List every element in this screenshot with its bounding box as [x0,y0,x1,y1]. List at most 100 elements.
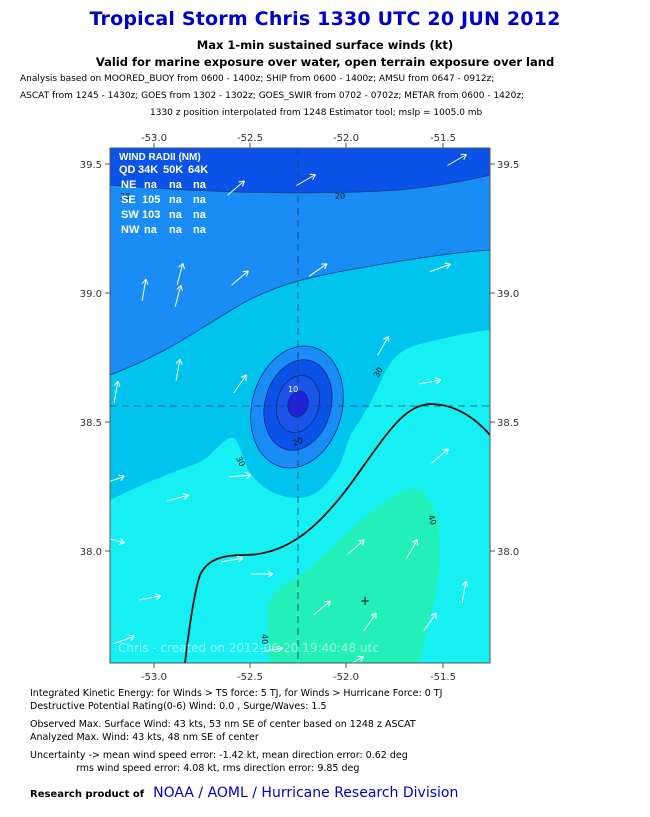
wind-arrow-shaft [344,656,364,663]
wind-arrow-shaft [113,635,135,645]
max-wind-marker: + [360,594,370,608]
wind-arrow-head [309,173,316,180]
wind-arrow-head [444,262,451,270]
wind-arrow-head [267,570,274,578]
wind-arrow-shaft [447,154,467,166]
wind-arrow [406,539,419,559]
wind-arrow-shaft [139,595,161,601]
wind-arrow-head [178,263,185,270]
wind-arrow-shaft [296,174,316,186]
wind-arrow [308,263,328,277]
contour-line-20kt [110,174,490,194]
wind-arrow [227,180,245,196]
lat-tick-right: 39.0 [497,289,519,300]
wind-arrow [313,600,331,616]
wind-arrow-head [370,612,377,619]
wind-arrow-head [141,278,149,285]
wind-radii-34k: na [144,224,158,236]
wind-arrow-shaft [261,647,283,653]
wind-radii-panel: WIND RADII (NM) QD 34K 50K 64K NE na na … [119,152,208,236]
wind-arrow [363,612,377,632]
wind-radii-50k: na [169,209,183,221]
wind-radii-34k: na [144,179,158,191]
contour-label: 30 [372,366,385,379]
lat-tick-left: 38.5 [80,418,102,429]
wind-radii-header-34k: 34K [138,164,158,176]
wind-arrow [113,634,135,645]
wind-radii-quadrant: NW [121,224,140,236]
wind-radii-64k: na [193,224,207,236]
wind-arrow-head [238,180,245,187]
lon-tick-top: -52.5 [237,133,263,144]
lon-tick-top: -53.0 [141,133,167,144]
wind-arrow-head [155,593,162,601]
wind-radii-34k: 103 [142,209,160,221]
wind-arrow-shaft [461,581,467,603]
wind-arrow [251,570,274,578]
lat-tick-right: 38.5 [497,418,519,429]
subtitle-exposure: Valid for marine exposure over water, op… [95,55,555,69]
wind-arrow-head [324,600,331,607]
wind-arrow [167,493,189,502]
wind-arrow-shaft [363,612,377,632]
wind-arrow-shaft [113,381,119,403]
wind-radii-header-64k: 64K [188,164,208,176]
chart-title: Tropical Storm Chris 1330 UTC 20 JUN 201… [89,8,561,30]
analysis-line-2: ASCAT from 1245 - 1430z; GOES from 1302 … [20,91,525,101]
lon-tick-bottom: -53.0 [141,672,167,683]
wind-arrow-shaft [419,379,441,385]
wind-arrow-head [358,539,365,546]
footer-org-link[interactable]: NOAA / AOML / Hurricane Research Divisio… [153,785,459,801]
wind-arrow [261,645,284,653]
lon-tick-top: -52.0 [333,133,359,144]
wind-radii-quadrant: SW [121,209,139,221]
contour-label: 10 [288,385,298,394]
uncertainty-line-2: rms wind speed error: 4.08 kt, rms direc… [76,763,360,774]
lon-tick-bottom: -51.5 [430,672,456,683]
wind-arrow-shaft [221,557,243,563]
wind-arrow-head [442,448,449,455]
contour-label: 20 [335,191,346,201]
wind-arrow [377,336,390,356]
wind-arrow [233,374,247,394]
lat-tick-left: 39.5 [80,160,102,171]
wind-arrow-head [182,493,189,500]
contour-line-34kt [184,403,490,663]
footer-label: Research product of [30,789,145,800]
wind-arrow-shaft [167,494,189,502]
subtitle-winds: Max 1-min sustained surface winds (kt) [196,38,454,52]
wind-arrow-shaft [110,536,125,544]
analysis-line-1: Analysis based on MOORED_BUOY from 0600 … [20,74,495,84]
wind-arrow-head [460,153,467,160]
contour-value-labels: 20 20 30 30 10 20 40 40 [120,191,438,644]
wind-arrow [344,655,364,663]
wind-arrow [141,278,149,301]
wind-radii-50k: na [169,194,183,206]
wind-arrow-shaft [141,279,147,301]
contour-label: 20 [120,192,130,201]
wind-arrow-head [237,555,244,563]
wind-arrow-head [242,270,249,277]
wind-arrow-head [245,472,252,479]
wind-radii-quadrant: NE [121,179,136,191]
contour-label: 40 [260,634,269,644]
wind-arrow [113,380,121,403]
wind-arrow-head [128,634,135,642]
observed-max-line: Observed Max. Surface Wind: 43 kts, 53 n… [30,719,416,730]
wind-arrow-head [277,645,284,653]
wind-arrow [423,612,437,632]
wind-arrow-shaft [347,539,365,555]
wind-arrow [174,285,183,307]
wind-arrow-shaft [110,475,125,485]
lat-tick-right: 39.5 [497,160,519,171]
wind-arrow [296,173,316,186]
wind-radii-header-50k: 50K [163,164,183,176]
wind-arrow-head [357,655,364,662]
wind-arrow-head [118,538,125,545]
wind-arrow [429,262,451,273]
contour-label: 40 [426,514,438,527]
wind-arrow [419,377,442,385]
wind-arrow [431,448,449,464]
wind-arrow-shaft [377,336,389,356]
